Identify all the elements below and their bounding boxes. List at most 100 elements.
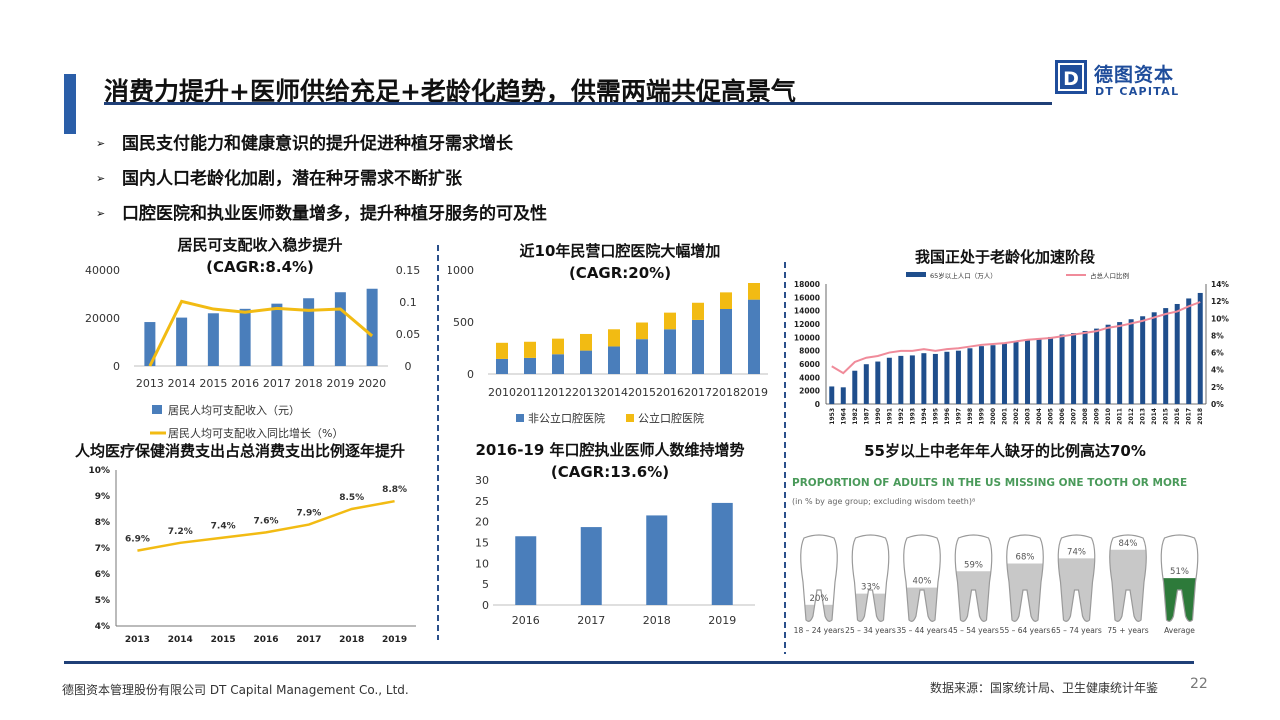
x-tick-label: 1993 bbox=[909, 408, 916, 425]
chart6-missing-teeth: PROPORTION OF ADULTS IN THE US MISSING O… bbox=[792, 477, 1199, 635]
y2-tick-label: 14% bbox=[1211, 280, 1229, 289]
x-tick-label: 2012 bbox=[544, 386, 572, 399]
x-tick-label: 2018 bbox=[339, 635, 364, 645]
footer-source: 数据来源：国家统计局、卫生健康统计年鉴 bbox=[930, 681, 1159, 695]
x-tick-label: 2011 bbox=[516, 386, 544, 399]
private-hospital-bar bbox=[552, 354, 564, 374]
public-hospital-bar bbox=[692, 302, 704, 320]
legend-swatch-public bbox=[626, 414, 634, 422]
y2-tick-label: 0.05 bbox=[396, 328, 421, 341]
population-bar bbox=[1013, 341, 1019, 404]
private-hospital-bar bbox=[720, 309, 732, 374]
y-tick-label: 14000 bbox=[794, 307, 820, 316]
population-bar bbox=[875, 361, 881, 404]
population-bar bbox=[978, 346, 984, 404]
x-tick-label: 1990 bbox=[875, 408, 882, 425]
population-bar bbox=[863, 364, 869, 404]
x-tick-label: 35 – 44 years bbox=[897, 626, 948, 635]
income-bar bbox=[176, 317, 188, 366]
x-tick-label: 2011 bbox=[1117, 408, 1124, 425]
x-tick-label: 2019 bbox=[708, 614, 736, 627]
bullet-text: 口腔医院和执业医师数量增多，提升种植牙服务的可及性 bbox=[122, 204, 547, 224]
x-tick-label: 55 – 64 years bbox=[1000, 626, 1051, 635]
legend-swatch-private bbox=[516, 414, 524, 422]
population-bar bbox=[967, 348, 973, 404]
private-hospital-bar bbox=[524, 357, 536, 374]
y2-tick-label: 4% bbox=[1211, 366, 1224, 375]
private-hospital-bar bbox=[608, 346, 620, 374]
x-tick-label: 1982 bbox=[852, 408, 859, 425]
x-tick-label: 2013 bbox=[572, 386, 600, 399]
population-bar bbox=[1025, 339, 1031, 404]
logo-text-cn: 德图资本 bbox=[1094, 64, 1175, 86]
chart2-title-line1: 近10年民营口腔医院大幅增加 bbox=[519, 242, 721, 260]
y2-tick-label: 0.1 bbox=[399, 296, 417, 309]
data-label: 7.4% bbox=[211, 522, 236, 532]
y-tick-label: 0 bbox=[482, 599, 489, 612]
population-bar bbox=[1036, 338, 1042, 404]
x-tick-label: 2018 bbox=[1197, 408, 1204, 425]
bullet-item: ➢ 口腔医院和执业医师数量增多，提升种植牙服务的可及性 bbox=[96, 199, 547, 224]
chart4-title: 人均医疗保健消费支出占总消费支出比例逐年提升 bbox=[74, 442, 405, 460]
chart2-title: 近10年民营口腔医院大幅增加 (CAGR:20%) bbox=[460, 240, 780, 284]
population-bar bbox=[1001, 343, 1007, 404]
x-tick-label: 2005 bbox=[1048, 408, 1055, 425]
x-tick-label: 2009 bbox=[1094, 408, 1101, 425]
arrow-bullet-icon: ➢ bbox=[96, 172, 106, 185]
legend-label-ratio: 占总人口比例 bbox=[1090, 271, 1129, 280]
y-tick-label: 9% bbox=[95, 492, 110, 502]
public-hospital-bar bbox=[608, 329, 620, 347]
population-bar bbox=[1117, 322, 1123, 404]
arrow-bullet-icon: ➢ bbox=[96, 207, 106, 220]
income-bar bbox=[303, 298, 315, 366]
population-bar bbox=[1082, 330, 1088, 404]
chart5-title: 2016-19 年口腔执业医师人数维持增势 (CAGR:13.6%) bbox=[450, 439, 770, 483]
public-hospital-bar bbox=[496, 342, 508, 359]
public-hospital-bar bbox=[748, 283, 760, 300]
x-tick-label: 1998 bbox=[967, 408, 974, 425]
y-tick-label: 15 bbox=[475, 537, 489, 550]
tooth-fill bbox=[903, 587, 941, 622]
ratio-line bbox=[831, 301, 1201, 375]
tooth-icon bbox=[1006, 534, 1044, 622]
y-tick-label: 10% bbox=[88, 466, 110, 476]
arrow-bullet-icon: ➢ bbox=[96, 137, 106, 150]
chart5-dentists: 0 5 10 15 20 25 30 2016 2017 2018 2019 bbox=[475, 474, 755, 627]
chart1-title: 居民可支配收入稳步提升 (CAGR:8.4%) bbox=[100, 234, 420, 278]
chart6-title: 55岁以上中老年年人缺牙的比例高达70% bbox=[864, 442, 1146, 460]
private-hospital-bar bbox=[496, 358, 508, 374]
private-hospital-bar bbox=[692, 319, 704, 374]
x-tick-label: 1996 bbox=[944, 408, 951, 425]
income-bar bbox=[207, 313, 219, 366]
data-label: 20% bbox=[810, 594, 829, 604]
x-tick-label: 2016 bbox=[656, 386, 684, 399]
population-bar bbox=[1128, 319, 1134, 404]
logo-icon: D bbox=[1055, 60, 1087, 94]
x-tick-label: 2013 bbox=[1140, 408, 1147, 425]
population-bar bbox=[886, 357, 892, 404]
y-tick-label: 18000 bbox=[794, 280, 820, 289]
x-tick-label: 2010 bbox=[1105, 408, 1112, 425]
y2-tick-label: 0.15 bbox=[396, 264, 421, 277]
x-tick-label: 1964 bbox=[840, 408, 847, 425]
y-tick-label: 0 bbox=[467, 368, 474, 381]
separator-right bbox=[784, 262, 786, 654]
bullet-item: ➢ 国民支付能力和健康意识的提升促进种植牙需求增长 bbox=[96, 129, 513, 154]
legend-label-income: 居民人均可支配收入（元） bbox=[168, 403, 300, 417]
y-tick-label: 16000 bbox=[794, 293, 820, 302]
bullet-text: 国内人口老龄化加剧，潜在种牙需求不断扩张 bbox=[122, 169, 462, 189]
data-label: 7.9% bbox=[296, 509, 321, 519]
tooth-fill bbox=[800, 604, 838, 622]
bullet-text: 国民支付能力和健康意识的提升促进种植牙需求增长 bbox=[122, 134, 513, 154]
data-label: 68% bbox=[1016, 553, 1035, 563]
legend-label-public: 公立口腔医院 bbox=[638, 411, 704, 425]
y-tick-label: 8000 bbox=[799, 347, 820, 356]
legend-swatch-income bbox=[152, 405, 162, 414]
y-tick-label: 0 bbox=[113, 360, 120, 373]
x-tick-label: 2016 bbox=[512, 614, 540, 627]
data-label: 51% bbox=[1170, 567, 1189, 577]
x-tick-label: 1999 bbox=[978, 408, 985, 425]
legend-label-population: 65岁以上人口（万人） bbox=[930, 271, 997, 280]
y-tick-label: 4000 bbox=[799, 373, 820, 382]
data-label: 84% bbox=[1119, 539, 1138, 549]
